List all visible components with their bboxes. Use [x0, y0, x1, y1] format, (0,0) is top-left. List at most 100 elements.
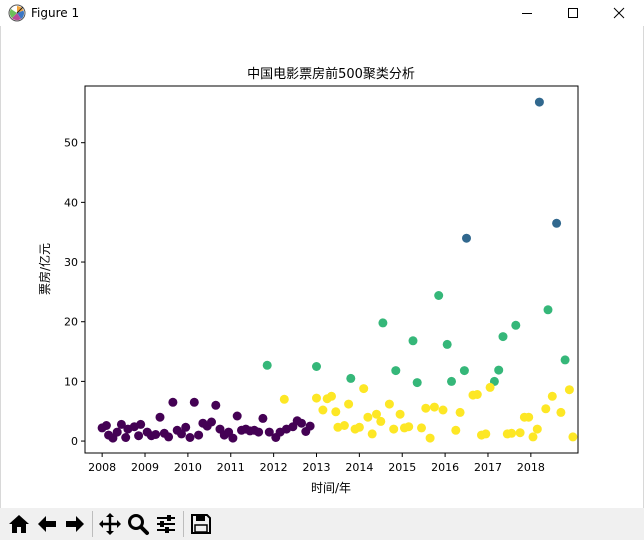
axes-frame: [84, 85, 579, 454]
data-point: [560, 355, 570, 365]
data-point: [258, 413, 268, 423]
data-point: [339, 421, 349, 430]
data-point: [391, 366, 401, 376]
data-point: [121, 433, 131, 442]
x-tick-label: 2017: [474, 461, 502, 474]
data-point: [547, 391, 557, 401]
zoom-icon: [128, 514, 149, 535]
data-point: [279, 394, 289, 404]
y-tick-label: 0: [71, 435, 78, 448]
chart-title: 中国电影票房前500聚类分析: [247, 66, 415, 82]
x-tick-label: 2009: [131, 461, 159, 474]
x-tick-label: 2015: [388, 461, 416, 474]
data-point: [511, 320, 521, 330]
zoom-button[interactable]: [124, 510, 152, 538]
data-point: [354, 422, 364, 432]
data-point: [485, 382, 495, 392]
data-point: [532, 424, 542, 434]
x-axis-label: 时间/年: [311, 481, 351, 495]
home-icon: [9, 515, 29, 533]
data-point: [367, 429, 377, 439]
data-point: [312, 393, 321, 403]
pan-button[interactable]: [96, 510, 124, 538]
data-point: [116, 419, 126, 429]
data-points: [97, 97, 578, 443]
data-point: [455, 407, 465, 417]
data-point: [438, 405, 448, 415]
data-point: [378, 318, 388, 328]
back-icon: [38, 516, 56, 532]
data-point: [262, 360, 272, 370]
data-point: [164, 432, 174, 442]
data-point: [421, 403, 431, 413]
data-point: [327, 391, 336, 401]
x-tick-label: 2014: [345, 461, 373, 474]
data-point: [181, 422, 191, 432]
data-point: [264, 427, 274, 437]
configure-subplots-button[interactable]: [152, 510, 180, 538]
x-tick-label: 2010: [174, 461, 202, 474]
data-point: [534, 97, 544, 107]
configure-subplots-icon: [157, 515, 175, 533]
x-tick-label: 2013: [302, 461, 330, 474]
y-tick-label: 30: [64, 256, 78, 269]
data-point: [359, 384, 369, 394]
data-point: [389, 424, 399, 434]
navigation-toolbar: [0, 508, 644, 540]
data-point: [112, 427, 122, 437]
x-axis: 2008 2009 2010 2011 2012 2013 2014 2015 2016 2017…: [88, 453, 545, 474]
data-point: [417, 423, 426, 433]
y-tick-label: 10: [64, 375, 78, 388]
data-point: [189, 397, 199, 407]
data-point: [395, 409, 405, 419]
forward-button[interactable]: [61, 510, 89, 538]
close-button[interactable]: [596, 0, 642, 26]
data-point: [194, 430, 204, 440]
x-tick-label: 2012: [260, 461, 288, 474]
data-point: [541, 404, 551, 414]
data-point: [552, 218, 562, 228]
data-point: [429, 402, 439, 412]
minimize-button[interactable]: [504, 0, 550, 26]
scatter-chart: 中国电影票房前500聚类分析 2008 2009 2010 2011 2012 2013 2…: [37, 66, 579, 495]
x-tick-label: 2018: [517, 461, 545, 474]
data-point: [185, 433, 195, 442]
data-point: [346, 373, 356, 383]
window-border-left: [0, 26, 1, 540]
forward-icon: [66, 516, 84, 532]
data-point: [134, 431, 144, 441]
y-axis-label: 票房/亿元: [37, 243, 52, 295]
data-point: [472, 390, 482, 399]
y-tick-label: 40: [64, 196, 78, 209]
data-point: [556, 407, 566, 417]
data-point: [151, 430, 161, 439]
home-button[interactable]: [5, 510, 33, 538]
data-point: [168, 397, 178, 407]
x-tick-label: 2011: [217, 461, 245, 474]
data-point: [344, 399, 354, 409]
data-point: [305, 421, 315, 431]
data-point: [494, 365, 504, 375]
data-point: [515, 428, 525, 438]
data-point: [376, 416, 386, 426]
data-point: [228, 433, 238, 443]
pan-icon: [99, 513, 121, 535]
data-point: [207, 417, 216, 427]
data-point: [462, 233, 471, 243]
back-button[interactable]: [33, 510, 61, 538]
data-point: [447, 376, 456, 386]
data-point: [481, 429, 491, 439]
data-point: [412, 378, 422, 388]
x-tick-label: 2016: [431, 461, 459, 474]
y-tick-label: 20: [64, 316, 78, 329]
matplotlib-icon: [8, 4, 26, 22]
data-point: [425, 433, 435, 443]
data-point: [211, 400, 221, 410]
save-button[interactable]: [187, 510, 215, 538]
data-point: [384, 399, 394, 409]
maximize-button[interactable]: [550, 0, 596, 26]
data-point: [543, 305, 553, 315]
toolbar-separator: [183, 511, 184, 537]
data-point: [568, 432, 578, 442]
